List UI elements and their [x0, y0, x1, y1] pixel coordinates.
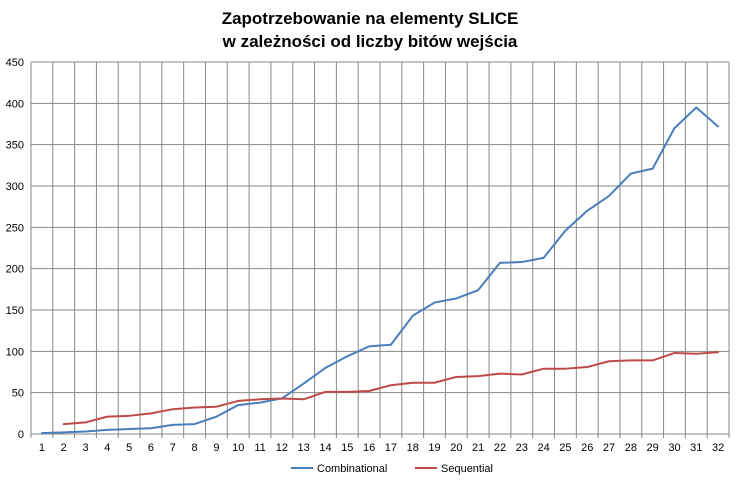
chart-title-line-1: Zapotrzebowanie na elementy SLICE — [222, 9, 519, 28]
x-tick-label: 7 — [170, 442, 176, 454]
series-line-combinational — [40, 106, 720, 435]
x-tick-label: 18 — [407, 442, 419, 454]
chart-title-line-2: w zależności od liczby bitów wejścia — [222, 32, 518, 51]
y-tick-label: 100 — [6, 346, 24, 358]
x-tick-label: 11 — [254, 442, 265, 454]
x-tick-label: 5 — [126, 442, 132, 454]
x-tick-label: 8 — [192, 442, 198, 454]
x-tick-label: 10 — [232, 442, 244, 454]
y-tick-label: 450 — [6, 57, 24, 69]
x-tick-label: 27 — [603, 442, 615, 454]
x-tick-label: 21 — [472, 442, 484, 454]
legend: Combinational Sequential — [291, 463, 493, 475]
y-tick-label: 150 — [6, 305, 24, 317]
x-tick-label: 3 — [82, 442, 88, 454]
x-tick-label: 12 — [276, 442, 288, 454]
x-tick-label: 19 — [428, 442, 440, 454]
x-tick-label: 32 — [712, 442, 724, 454]
x-tick-label: 25 — [559, 442, 571, 454]
x-tick-label: 4 — [104, 442, 110, 454]
x-tick-label: 22 — [494, 442, 506, 454]
x-tick-label: 6 — [148, 442, 154, 454]
y-tick-label: 350 — [6, 140, 24, 152]
x-tick-label: 30 — [668, 442, 680, 454]
legend-label-sequential: Sequential — [441, 463, 493, 475]
x-tick-label: 28 — [625, 442, 637, 454]
x-tick-label: 15 — [341, 442, 353, 454]
x-tick-label: 31 — [690, 442, 702, 454]
x-tick-label: 17 — [385, 442, 397, 454]
x-tick-label: 23 — [516, 442, 528, 454]
x-tick-label: 1 — [39, 442, 45, 454]
x-tick-label: 14 — [319, 442, 331, 454]
y-tick-label: 0 — [18, 429, 24, 441]
series-line-sequential — [62, 351, 720, 426]
x-tick-label: 24 — [537, 442, 549, 454]
y-tick-label: 400 — [6, 98, 24, 110]
y-tick-label: 250 — [6, 222, 24, 234]
x-tick-label: 26 — [581, 442, 593, 454]
x-tick-label: 2 — [61, 442, 67, 454]
y-tick-label: 200 — [6, 264, 24, 276]
x-tick-label: 29 — [647, 442, 659, 454]
x-tick-label: 9 — [213, 442, 219, 454]
x-tick-label: 20 — [450, 442, 462, 454]
y-tick-label: 300 — [6, 181, 24, 193]
x-tick-label: 13 — [298, 442, 310, 454]
y-tick-label: 50 — [12, 388, 24, 400]
x-tick-label: 16 — [363, 442, 375, 454]
legend-label-combinational: Combinational — [317, 463, 387, 475]
